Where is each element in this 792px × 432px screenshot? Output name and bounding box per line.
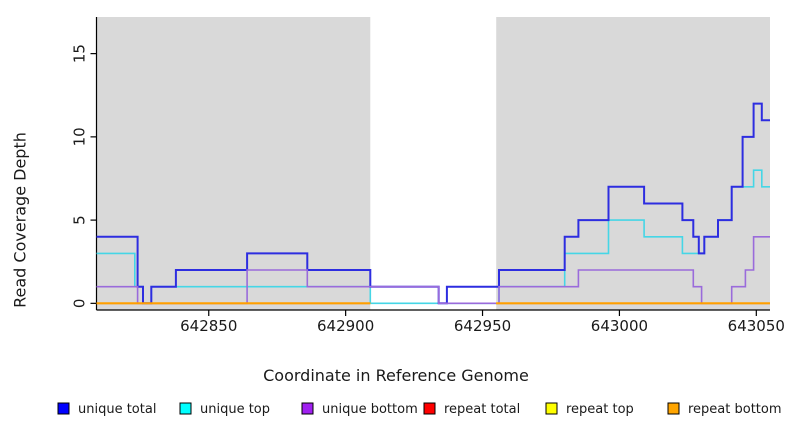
repeat-region-shading (96, 17, 371, 310)
legend-swatch-unique-total (57, 402, 70, 415)
legend-label-repeat-bottom: repeat bottom (688, 402, 782, 417)
y-axis-title: Read Coverage Depth (10, 132, 30, 308)
x-tick-label: 643000 (591, 317, 648, 335)
legend-label-repeat-top: repeat top (566, 402, 634, 417)
legend-label-unique-total: unique total (78, 402, 156, 417)
x-axis-title: Coordinate in Reference Genome (263, 366, 529, 385)
legend-label-unique-bottom: unique bottom (322, 402, 418, 417)
y-axis-title-area: Read Coverage Depth (2, 60, 38, 308)
legend-swatch-repeat-top (545, 402, 558, 415)
x-tick-label: 643050 (728, 317, 785, 335)
x-tick-label: 642950 (454, 317, 511, 335)
series-line-unique-total (96, 102, 770, 305)
y-tick-label: 15 (71, 44, 89, 63)
repeat-region-shading (496, 17, 770, 310)
y-tick-label: 5 (71, 215, 89, 225)
series-line-unique-bottom (96, 236, 770, 305)
legend-swatch-repeat-bottom (667, 402, 680, 415)
legend-label-unique-top: unique top (200, 402, 270, 417)
y-tick-label: 10 (71, 127, 89, 146)
legend-swatch-unique-bottom (301, 402, 314, 415)
y-tick-label: 0 (71, 299, 89, 309)
legend-swatch-repeat-total (423, 402, 436, 415)
x-tick-label: 642900 (317, 317, 374, 335)
legend-swatch-unique-top (179, 402, 192, 415)
legend-label-repeat-total: repeat total (444, 402, 520, 417)
x-tick-label: 642850 (180, 317, 237, 335)
